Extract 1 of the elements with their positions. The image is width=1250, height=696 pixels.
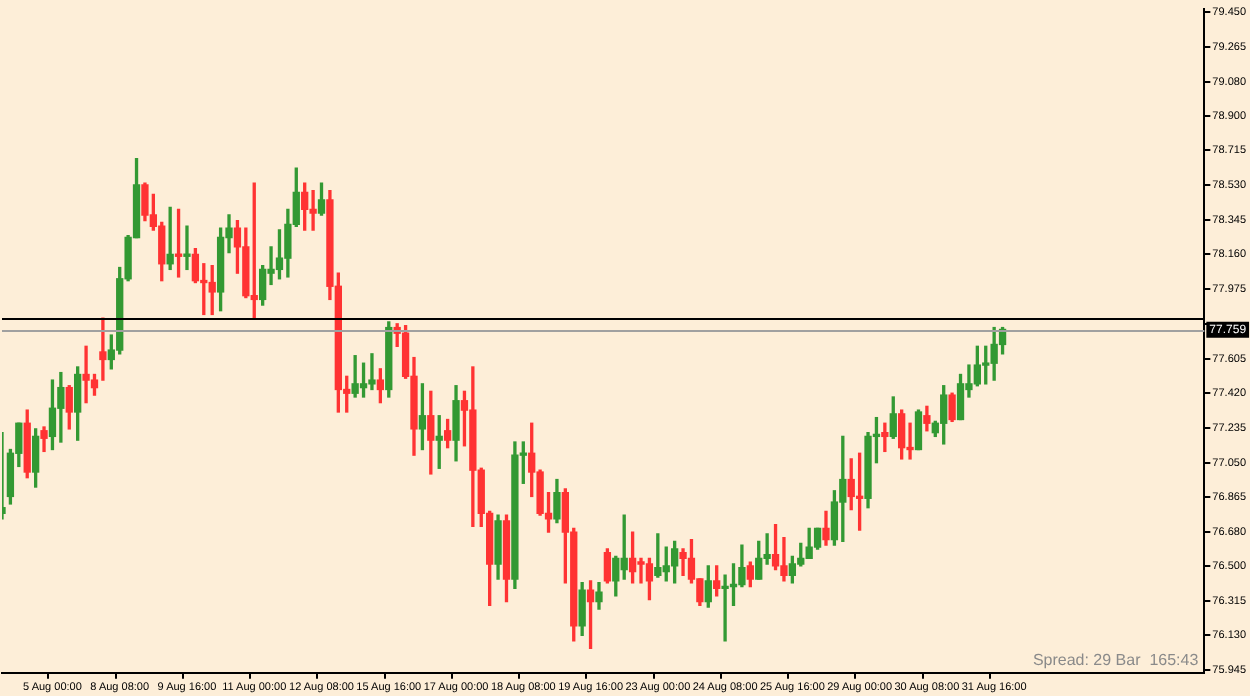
- annotation: Spread: 29 Bar 165:43: [1032, 651, 1200, 670]
